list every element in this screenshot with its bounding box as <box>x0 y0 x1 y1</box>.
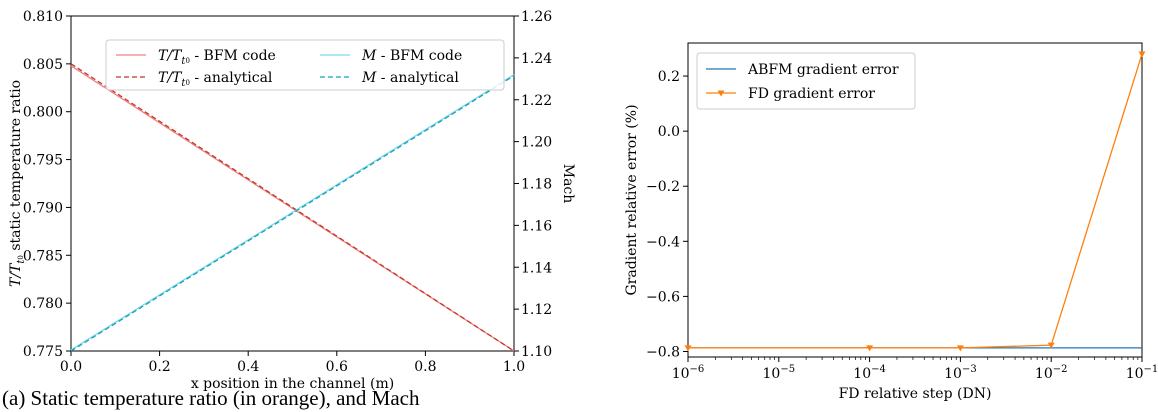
chart1-series-line-3 <box>70 74 515 351</box>
chart2-legend-marker-2 <box>717 90 725 97</box>
chart1-y-tick-label: 0.790 <box>23 200 63 216</box>
chart2-y-tick-label: −0.2 <box>646 179 680 195</box>
chart2-x-tick-label: 10−3 <box>944 364 977 382</box>
chart2-x-tick-label: 10−6 <box>672 364 705 382</box>
chart1-y-tick-label: 0.800 <box>23 105 63 121</box>
chart2-series-marker-2 <box>684 345 692 352</box>
chart1-y-tick-label: 0.795 <box>23 153 63 169</box>
chart1-y-tick-label: 0.810 <box>23 9 63 25</box>
chart2-y-tick-label: −0.6 <box>646 289 680 305</box>
chart2-frame <box>687 42 1143 358</box>
chart1-x-tick-label: 0.2 <box>148 359 170 375</box>
figure-caption: (a) Static temperature ratio (in orange)… <box>2 386 420 410</box>
chart2-series-marker-2 <box>956 345 964 352</box>
chart1-y2-tick-label: 1.26 <box>521 9 552 25</box>
chart2-y-tick-label: 0.2 <box>658 69 680 85</box>
chart1-legend-label-2: T/Tt0 - analytical <box>158 70 273 89</box>
chart1-y-tick-label: 0.775 <box>23 344 63 360</box>
chart1-y-tick-label: 0.805 <box>23 57 63 73</box>
chart2-x-axis-label: FD relative step (DN) <box>839 386 992 402</box>
chart1-y2-tick-label: 1.12 <box>521 302 552 318</box>
chart1-legend-label-4: M - analytical <box>361 70 459 86</box>
chart2-x-tick-label: 10−1 <box>1126 364 1158 382</box>
chart1-y-axis-label: T/Tt0 static temperature ratio <box>8 80 27 287</box>
chart1-legend-label-1: T/Tt0 - BFM code <box>158 48 276 67</box>
chart2-y-tick-label: −0.4 <box>646 234 680 250</box>
chart1-y-tick-label: 0.780 <box>23 296 63 312</box>
chart1-x-tick-label: 0.6 <box>326 359 348 375</box>
chart2-legend-box <box>696 52 916 110</box>
chart2-y-axis-label: Gradient relative error (%) <box>624 104 640 295</box>
chart1-x-tick-label: 1.0 <box>503 359 525 375</box>
chart2-y-tick-label: 0.0 <box>658 124 680 140</box>
chart1-x-tick-label: 0.0 <box>60 359 82 375</box>
chart1-legend-box <box>105 39 505 91</box>
chart1-x-tick-label: 0.4 <box>237 359 259 375</box>
chart2-y-tick-label: −0.8 <box>646 344 680 360</box>
chart1-y2-tick-label: 1.24 <box>521 51 552 67</box>
chart1-x-tick-label: 0.8 <box>414 359 436 375</box>
chart1-y2-tick-label: 1.18 <box>521 177 552 193</box>
chart2-x-tick-label: 10−2 <box>1035 364 1068 382</box>
chart1-y2-tick-label: 1.22 <box>521 93 552 109</box>
chart2-legend-label-2: FD gradient error <box>748 86 875 102</box>
chart1-x-axis-label: x position in the channel (m) <box>191 376 394 392</box>
chart2-series-marker-2 <box>1047 342 1055 349</box>
chart1-y2-tick-label: 1.16 <box>521 218 552 234</box>
chart1-y2-tick-label: 1.20 <box>521 135 552 151</box>
chart2-series-marker-2 <box>866 345 874 352</box>
chart1-y2-tick-label: 1.14 <box>521 260 552 276</box>
chart2-x-tick-label: 10−5 <box>763 364 796 382</box>
chart1-y-tick-label: 0.785 <box>23 248 63 264</box>
chart2-x-tick-label: 10−4 <box>853 364 886 382</box>
chart1-y2-tick-label: 1.10 <box>521 344 552 360</box>
chart2-series-marker-2 <box>1138 51 1146 58</box>
chart1-y2-axis-label: Mach <box>560 164 576 204</box>
chart2-legend-label-1: ABFM gradient error <box>747 62 899 78</box>
chart1-series-line-4 <box>70 75 515 352</box>
chart1-legend-label-3: M - BFM code <box>361 48 462 64</box>
